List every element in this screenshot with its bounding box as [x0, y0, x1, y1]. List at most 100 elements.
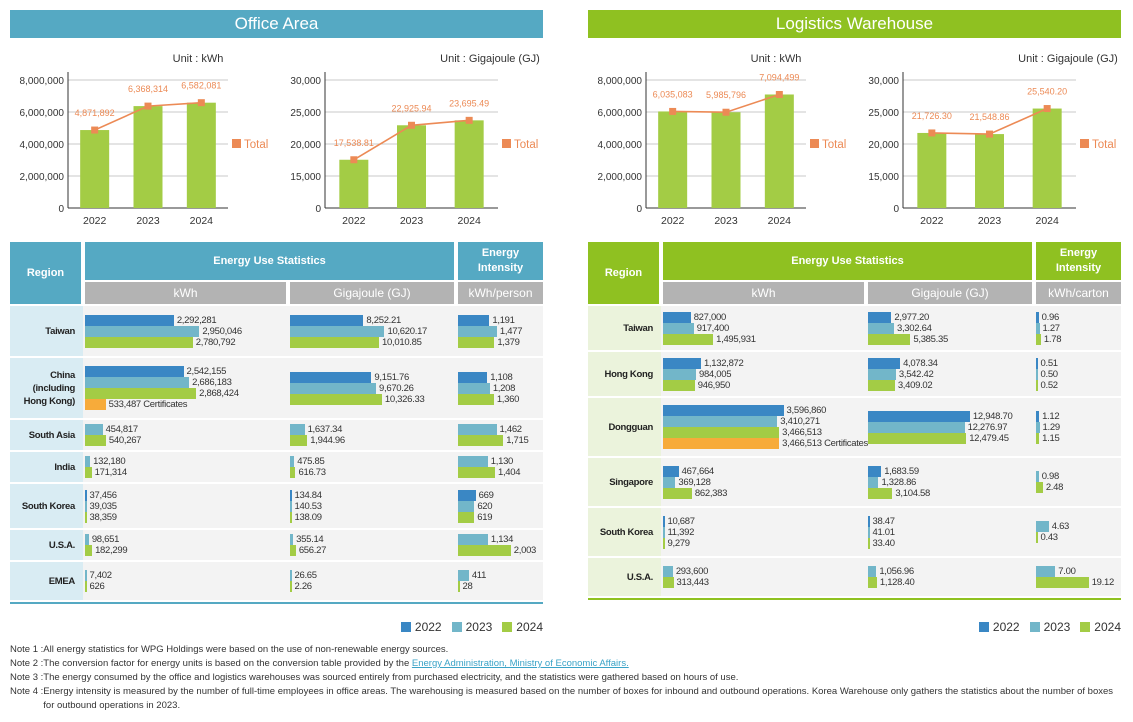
bar-2024	[868, 333, 911, 345]
bar-2024	[1032, 108, 1062, 208]
bar-entry-2024: 626	[85, 581, 285, 592]
bar-entry-2024: 10,326.33	[290, 393, 455, 405]
bar-2024	[1036, 482, 1043, 493]
bar-2024	[458, 467, 495, 478]
note-text: The energy consumed by the office and lo…	[43, 672, 739, 683]
bar-entry-2024: 28	[458, 581, 543, 592]
gj-cell: 8,252.21 10,620.17 10,010.85	[290, 306, 455, 356]
bar-entry-2023: 475.85	[290, 456, 455, 467]
energy-administration-link[interactable]: Energy Administration, Ministry of Econo…	[411, 658, 629, 669]
region-name: Taiwan	[10, 306, 83, 356]
bar-entry-2024: 138.09	[290, 511, 455, 523]
bar-value-label: 3,466,513	[782, 427, 822, 438]
intensity-unit-subheader: kWh/carton	[1036, 282, 1121, 304]
bar-entry-2023: 9,670.26	[290, 382, 455, 394]
intensity-cell: 4.63 0.43	[1036, 508, 1121, 556]
bar-entry-2023: 3,302.64	[868, 322, 1033, 334]
bar-2022	[1036, 357, 1038, 369]
note-label: Note 2 :	[10, 658, 44, 669]
bar-entry-2023: 1,462	[458, 424, 543, 435]
logistics-year-legend: 2022 2023 2024	[588, 620, 1121, 634]
bar-value-label: 984,005	[698, 368, 732, 380]
bar-entry-2023: 293,600	[663, 566, 863, 577]
total-marker	[1043, 105, 1051, 113]
total-marker	[144, 102, 152, 110]
office-year-legend: 2022 2023 2024	[10, 620, 543, 634]
gj-cell: 1,637.34 1,944.96	[290, 420, 455, 450]
bar-2022	[663, 465, 679, 477]
bar-value-label: 0.98	[1041, 471, 1060, 482]
bar-entry-2024: 2,780,792	[85, 336, 285, 348]
bar-2024	[85, 467, 92, 478]
bar-value-label: 9,670.26	[379, 382, 414, 394]
region-name: South Korea	[10, 484, 83, 528]
bar-value-label: 626	[89, 581, 105, 592]
bar-entry-2024: 12,479.45	[868, 432, 1033, 444]
kwh-cell: 10,687 11,392 9,279	[663, 508, 863, 556]
region-name: China (including Hong Kong)	[10, 358, 83, 418]
bar-2024	[458, 336, 495, 348]
bar-value-label: 12,479.45	[969, 432, 1009, 444]
region-header: Region	[588, 242, 659, 304]
logistics-warehouse-title: Logistics Warehouse	[588, 10, 1121, 38]
bar-value-label: 98,651	[91, 534, 120, 545]
bar-2023	[85, 570, 87, 581]
bar-2024	[663, 537, 665, 549]
bar-2023	[85, 500, 87, 512]
bar-value-label: 616.73	[298, 467, 326, 478]
bar-2023	[458, 325, 497, 337]
bar-2022	[868, 357, 901, 369]
bar-entry-2022: 467,664	[663, 465, 863, 477]
bar-entry-2023: 355.14	[290, 534, 455, 545]
bar-2024	[85, 336, 193, 348]
chart-svg: Unit : kWh 0 2,000,000 4,000,000 6,000,000 8,…	[598, 53, 847, 227]
bar-2024	[290, 581, 292, 592]
table-rows: Taiwan 827,000 917,400 1,495,931 2,977.20 3,3…	[588, 306, 1121, 598]
bar-entry-2022: 1,191	[458, 314, 543, 326]
data-label: 7,094,499	[759, 72, 799, 82]
region-name: Hong Kong	[588, 352, 661, 396]
bar-entry-2022: 1,108	[458, 371, 543, 383]
bar-value-label: 2,950,046	[202, 325, 242, 337]
bar-value-label: 10,687	[667, 515, 696, 527]
bar-value-label: 182,299	[95, 545, 128, 556]
chart-svg: Unit : Gigajoule (GJ) 0 15,000 20,000 25,000…	[290, 53, 539, 227]
legend-swatch-2022	[400, 622, 411, 632]
x-tick-label: 2023	[136, 215, 160, 227]
bar-value-label: 1,130	[490, 456, 514, 467]
bar-2024	[458, 545, 511, 556]
y-tick-label: 20,000	[868, 140, 899, 151]
bar-value-label: 656.27	[298, 545, 327, 556]
bar-2023	[663, 566, 673, 577]
table-row: South Asia 454,817 540,267 1,637.34 1,944.96…	[10, 420, 543, 452]
bar-entry-2023: 620	[458, 500, 543, 512]
intensity-cell: 7.00 19.12	[1036, 558, 1121, 596]
table-row: U.S.A. 98,651 182,299 355.14 656.27 1,134 2,00…	[10, 530, 543, 562]
bar-2023	[290, 325, 385, 337]
bar-entry-2022: 1,132,872	[663, 357, 863, 369]
y-tick-label: 2,000,000	[598, 172, 643, 183]
bar-value-label: 355.14	[296, 534, 324, 545]
bar-value-label: 41.01	[872, 526, 896, 538]
bar-value-label: 946,950	[697, 379, 731, 391]
note-label: Note 3 :	[10, 672, 44, 683]
bar-2023	[975, 134, 1004, 208]
data-label: 21,548.86	[969, 112, 1009, 122]
bar-entry-2023: 1,477	[458, 325, 543, 337]
x-tick-label: 2022	[83, 215, 107, 227]
legend-label-total: Total	[514, 139, 538, 151]
bar-value-label: 38,359	[89, 511, 118, 523]
bar-value-label: 2.48	[1045, 482, 1064, 493]
region-name: South Korea	[588, 508, 661, 556]
y-tick-label: 6,000,000	[20, 108, 65, 119]
intensity-cell: 1,108 1,208 1,360	[458, 358, 543, 418]
y-tick-label: 25,000	[290, 108, 321, 119]
data-label: 6,368,314	[128, 84, 168, 94]
x-tick-label: 2022	[661, 215, 685, 227]
bar-entry-2022: 2,977.20	[868, 311, 1033, 323]
bar-value-label: 12,948.70	[972, 410, 1013, 422]
table-row: Taiwan 827,000 917,400 1,495,931 2,977.20 3,3…	[588, 306, 1121, 352]
bar-entry-2023: 39,035	[85, 500, 285, 512]
legend-item-2022: 2022	[400, 620, 442, 634]
bar-2024	[1036, 379, 1038, 391]
